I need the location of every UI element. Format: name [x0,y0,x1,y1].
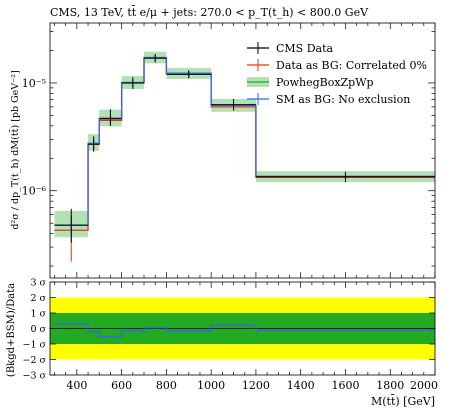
ratio-panel: 3 σ 2 σ 1 σ 0 σ −1 σ −2 σ −3 σ 400 600 800 1000 12… [22,278,438,393]
ratio-y-tick-label: −1 σ [22,340,46,351]
x-tick-label: 1800 [376,379,404,392]
x-tick-label: 800 [156,379,177,392]
x-tick-label: 1400 [287,379,315,392]
x-tick-label: 600 [111,379,132,392]
chart-title: CMS, 13 TeV, tt̄ e/μ + jets: 270.0 < p_T… [50,6,369,19]
legend-label: CMS Data [276,42,334,55]
main-y-axis-label: d²σ / dp_T(t_h) dM(tt̄) [pb GeV⁻²] [9,70,21,229]
x-tick-label: 2000 [410,379,438,392]
legend-label: SM as BG: No exclusion [276,93,410,106]
ratio-y-axis-label: (Bkgd+BSM)/Data [6,283,17,377]
data-as-bg-correlated-0--line [54,57,435,231]
ratio-y-tick-label: −3 σ [22,371,46,382]
x-tick-label: 400 [66,379,87,392]
ratio-y-tick-label: 1 σ [30,309,46,320]
x-tick-label: 1600 [331,379,359,392]
legend: CMS Data Data as BG: Correlated 0% PowhegB… [247,42,427,106]
x-axis-label: M(tt̄) [GeV] [371,395,435,408]
x-tick-label: 1200 [242,379,270,392]
main-y-tick-label: 10⁻⁶ [22,185,47,198]
legend-label: Data as BG: Correlated 0% [276,59,427,72]
ratio-plot-frame [49,281,436,376]
ratio-y-tick-label: −2 σ [22,355,46,366]
ratio-step-line [54,323,435,338]
band-central-line [54,56,435,226]
ratio-y-tick-label: 2 σ [30,293,46,304]
ratio-y-tick-label: 3 σ [30,278,46,289]
ratio-y-tick-label: 0 σ [30,324,46,335]
main-plot-frame [49,22,436,279]
x-tick-label: 1000 [197,379,225,392]
sm-as-bg-no-exclusion-line [54,56,435,226]
main-y-tick-label: 10⁻⁵ [22,77,46,90]
main-panel: 10⁻⁵ 10⁻⁶ [22,22,436,279]
legend-label: PowhegBoxZpWp [276,76,374,89]
